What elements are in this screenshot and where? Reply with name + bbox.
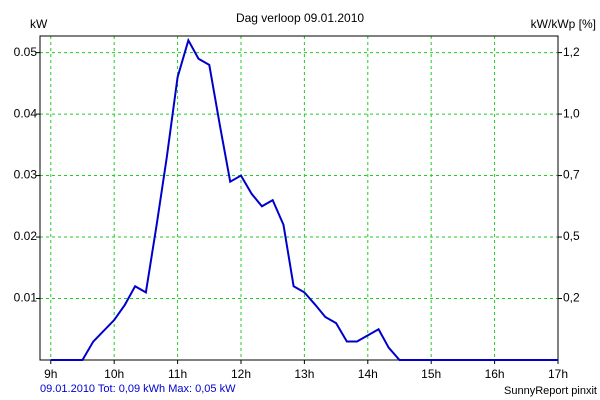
footer-left: 09.01.2010 Tot: 0,09 kWh Max: 0,05 kW [40,383,236,395]
y2-tick-label: 1,2 [563,45,580,59]
y2-tick-label: 0,5 [563,229,580,243]
y-tick-label: 0.03 [14,168,38,182]
x-tick-label: 13h [294,367,314,381]
y-tick-label: 0.05 [14,45,38,59]
y-tick-label: 0.01 [14,291,38,305]
x-tick-label: 15h [421,367,441,381]
x-tick-label: 17h [548,367,568,381]
y2-tick-label: 0,2 [563,291,580,305]
x-tick-label: 9h [44,367,57,381]
y2-tick-label: 0,7 [563,168,580,182]
x-tick-label: 12h [231,367,251,381]
x-tick-label: 16h [485,367,505,381]
y-tick-label: 0.02 [14,229,38,243]
x-tick-label: 14h [358,367,378,381]
x-tick-label: 11h [168,367,187,381]
chart-title: Dag verloop 09.01.2010 [236,11,364,25]
y-axis-label: kW [30,17,48,31]
y-tick-label: 0.04 [14,106,38,120]
y2-axis-label: kW/kWp [%] [531,17,596,31]
plot-frame [39,35,559,361]
y2-tick-label: 1,0 [563,106,580,120]
data-line [50,37,558,361]
footer-right: SunnyReport pinxit [504,385,597,397]
x-tick-label: 10h [104,367,124,381]
